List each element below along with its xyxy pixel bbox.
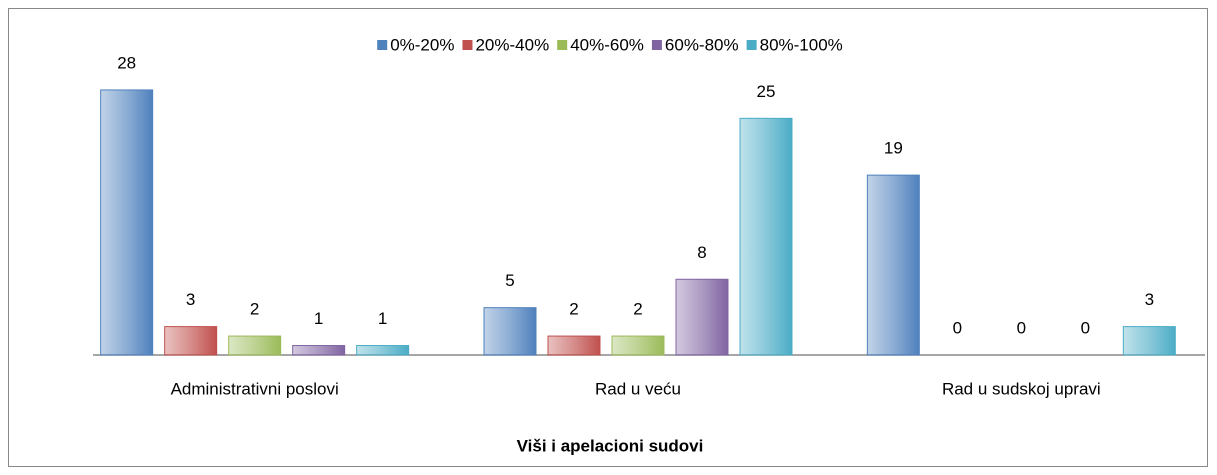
- bar: [356, 345, 410, 356]
- data-label: 0: [1081, 318, 1090, 337]
- x-tick-label: Rad u veću: [595, 379, 681, 398]
- data-label: 2: [250, 300, 259, 319]
- x-tick-label: Administrativni poslovi: [171, 379, 339, 398]
- bar: [1122, 326, 1176, 356]
- bar: [228, 335, 282, 356]
- bar: [164, 326, 218, 356]
- data-label: 28: [117, 53, 136, 72]
- bar: [866, 174, 920, 356]
- bar: [675, 278, 729, 356]
- legend-label: 40%-60%: [570, 35, 644, 54]
- bar: [292, 345, 346, 356]
- legend-label: 60%-80%: [665, 35, 739, 54]
- legend-swatch: [557, 40, 568, 50]
- legend-label: 80%-100%: [760, 35, 843, 54]
- chart-frame: [8, 8, 1208, 467]
- legend-swatch: [746, 40, 757, 50]
- data-label: 0: [1017, 318, 1026, 337]
- data-label: 19: [884, 139, 903, 158]
- legend-swatch: [462, 40, 473, 50]
- data-label: 25: [757, 82, 776, 101]
- data-label: 8: [697, 243, 706, 262]
- x-axis-label: Viši i apelacioni sudovi: [517, 436, 704, 455]
- legend-swatch: [651, 40, 662, 50]
- data-label: 2: [569, 300, 578, 319]
- bar: [547, 335, 601, 356]
- data-label: 5: [505, 271, 514, 290]
- bar: [611, 335, 665, 356]
- legend-swatch: [377, 40, 388, 50]
- bar: [739, 117, 793, 356]
- data-label: 2: [633, 300, 642, 319]
- data-label: 3: [186, 290, 195, 309]
- data-label: 1: [378, 309, 387, 328]
- data-label: 3: [1145, 290, 1154, 309]
- bar: [483, 307, 537, 356]
- legend-label: 0%-20%: [390, 35, 454, 54]
- data-label: 1: [314, 309, 323, 328]
- legend-label: 20%-40%: [475, 35, 549, 54]
- data-label: 0: [953, 318, 962, 337]
- x-tick-label: Rad u sudskoj upravi: [942, 379, 1101, 398]
- bar: [100, 89, 154, 356]
